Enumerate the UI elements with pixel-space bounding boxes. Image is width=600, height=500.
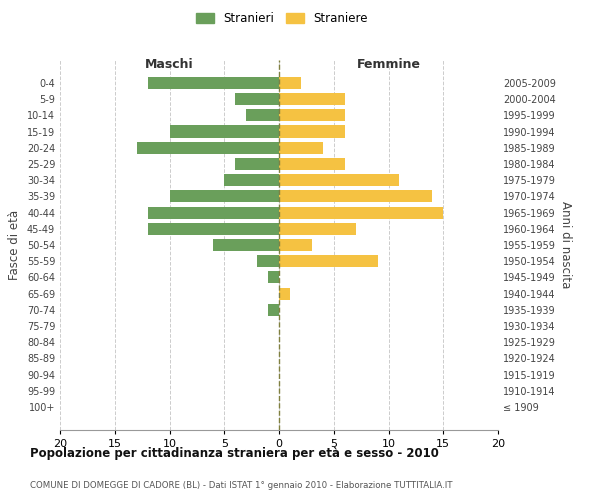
Bar [246,109,279,122]
Bar [235,158,279,170]
Y-axis label: Anni di nascita: Anni di nascita [559,202,572,288]
Text: Popolazione per cittadinanza straniera per età e sesso - 2010: Popolazione per cittadinanza straniera p… [30,448,439,460]
Bar [279,239,312,251]
Bar [279,206,443,218]
Bar [279,255,377,268]
Bar [148,206,279,218]
Bar [235,93,279,105]
Text: Femmine: Femmine [356,58,421,71]
Bar [137,142,279,154]
Text: Maschi: Maschi [145,58,194,71]
Bar [214,239,279,251]
Bar [279,142,323,154]
Legend: Stranieri, Straniere: Stranieri, Straniere [193,8,371,28]
Bar [279,109,345,122]
Bar [279,158,345,170]
Bar [169,126,279,138]
Bar [268,304,279,316]
Bar [268,272,279,283]
Bar [224,174,279,186]
Text: COMUNE DI DOMEGGE DI CADORE (BL) - Dati ISTAT 1° gennaio 2010 - Elaborazione TUT: COMUNE DI DOMEGGE DI CADORE (BL) - Dati … [30,480,452,490]
Y-axis label: Fasce di età: Fasce di età [8,210,21,280]
Bar [257,255,279,268]
Bar [279,222,356,235]
Bar [148,222,279,235]
Bar [279,190,433,202]
Bar [148,77,279,89]
Bar [279,288,290,300]
Bar [279,126,345,138]
Bar [279,77,301,89]
Bar [279,174,400,186]
Bar [169,190,279,202]
Bar [279,93,345,105]
